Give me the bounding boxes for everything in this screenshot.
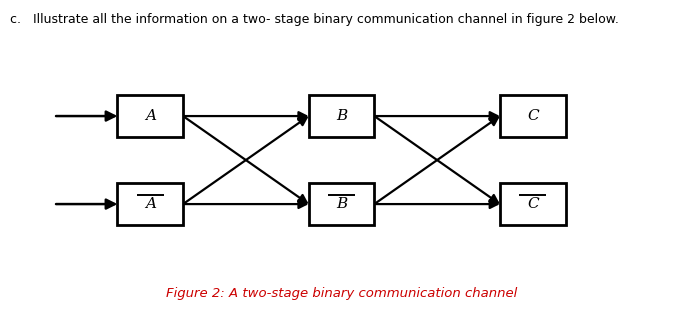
Bar xyxy=(309,183,374,225)
Text: C: C xyxy=(527,197,539,211)
Text: Figure 2: A two-stage binary communication channel: Figure 2: A two-stage binary communicati… xyxy=(166,287,517,300)
Text: B: B xyxy=(336,109,347,123)
Bar xyxy=(500,95,566,137)
Text: A: A xyxy=(145,109,156,123)
Text: C: C xyxy=(527,109,539,123)
Text: B: B xyxy=(336,197,347,211)
Bar xyxy=(309,95,374,137)
Text: c.   Illustrate all the information on a two- stage binary communication channel: c. Illustrate all the information on a t… xyxy=(10,13,619,26)
Text: A: A xyxy=(145,197,156,211)
Bar xyxy=(500,183,566,225)
Bar xyxy=(117,95,183,137)
Bar xyxy=(117,183,183,225)
